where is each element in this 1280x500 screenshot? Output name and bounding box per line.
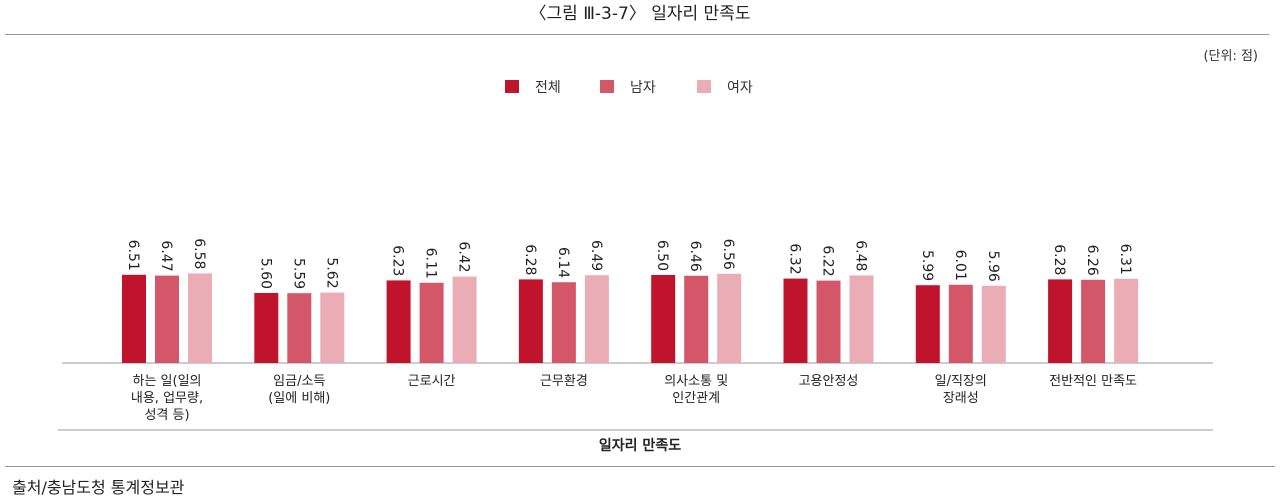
category-label-2: 근로시간 <box>408 374 456 389</box>
bar-1-0 <box>254 293 279 363</box>
figure-title: 〈그림 Ⅲ-3-7〉 일자리 만족도 <box>529 4 751 24</box>
bar-3-2 <box>584 275 609 363</box>
data-label-1-2: 5.62 <box>323 257 339 288</box>
bar-7-2 <box>1114 278 1139 363</box>
category-label-6: 일/직장의 장래성 <box>935 374 987 406</box>
bottom-divider <box>5 466 1275 467</box>
data-label-4-2: 6.56 <box>720 239 736 270</box>
legend-swatch-0 <box>505 80 519 93</box>
data-label-5-0: 6.32 <box>787 243 803 274</box>
legend-label-1: 남자 <box>630 80 656 96</box>
bar-6-1 <box>948 284 973 363</box>
bar-7-1 <box>1081 279 1106 363</box>
top-divider <box>5 34 1269 35</box>
bar-5-0 <box>783 278 808 363</box>
legend-swatch-2 <box>697 80 711 93</box>
legend-label-0: 전체 <box>535 80 561 96</box>
data-label-6-0: 5.99 <box>919 250 935 281</box>
bar-3-1 <box>551 282 576 363</box>
category-label-5: 고용안정성 <box>799 374 859 389</box>
bar-6-0 <box>915 285 940 363</box>
source-note: 출처/충남도청 통계정보관 <box>12 478 185 497</box>
category-label-7: 전반적인 만족도 <box>1049 374 1137 389</box>
bar-3-0 <box>518 279 543 363</box>
category-label-4: 의사소통 및 인간관계 <box>664 374 728 406</box>
data-label-3-2: 6.49 <box>588 240 604 271</box>
category-label-1: 임금/소득 (일에 비해) <box>268 374 330 406</box>
unit-label: (단위: 점) <box>1203 49 1258 64</box>
bar-2-0 <box>386 280 411 363</box>
data-label-6-2: 5.96 <box>985 251 1001 282</box>
data-label-7-2: 6.31 <box>1117 244 1133 275</box>
bar-1-2 <box>320 292 345 363</box>
category-label-3: 근무환경 <box>540 374 588 389</box>
bar-7-0 <box>1048 279 1073 363</box>
bar-1-1 <box>287 293 312 363</box>
bar-0-2 <box>188 273 212 363</box>
x-axis-title: 일자리 만족도 <box>599 438 681 454</box>
data-label-0-0: 6.51 <box>125 240 141 271</box>
data-label-3-1: 6.14 <box>555 247 571 278</box>
bar-0-0 <box>122 274 146 363</box>
bar-5-2 <box>849 275 874 363</box>
data-label-1-0: 5.60 <box>257 258 273 289</box>
bar-2-1 <box>419 282 444 363</box>
legend-label-2: 여자 <box>727 80 753 96</box>
bar-2-2 <box>452 276 477 363</box>
data-label-2-2: 6.42 <box>456 241 472 272</box>
bar-4-1 <box>684 275 709 363</box>
data-label-2-0: 6.23 <box>390 245 406 276</box>
data-label-7-1: 6.26 <box>1084 245 1100 276</box>
bar-5-1 <box>816 280 841 363</box>
data-label-5-1: 6.22 <box>820 245 836 276</box>
data-label-3-0: 6.28 <box>522 244 538 275</box>
data-label-6-1: 6.01 <box>952 250 968 281</box>
legend-swatch-1 <box>600 80 614 93</box>
bar-chart: 전체 남자 여자 6.51 6.47 6.58 하는 일(일의 내용, 업무량, 성격 등) 5.… <box>58 80 1213 454</box>
data-label-4-0: 6.50 <box>654 240 670 271</box>
bar-4-2 <box>717 273 742 363</box>
data-label-0-1: 6.47 <box>158 240 174 271</box>
category-label-0: 하는 일(일의 내용, 업무량, 성격 등) <box>131 374 203 423</box>
bar-0-1 <box>155 275 179 363</box>
data-label-5-2: 6.48 <box>853 240 869 271</box>
data-label-1-1: 5.59 <box>290 258 306 289</box>
data-label-7-0: 6.28 <box>1051 244 1067 275</box>
bar-6-2 <box>981 285 1006 363</box>
bar-4-0 <box>651 275 676 363</box>
data-label-4-1: 6.46 <box>687 241 703 272</box>
data-label-2-1: 6.11 <box>423 248 439 279</box>
data-label-0-2: 6.58 <box>191 238 207 269</box>
